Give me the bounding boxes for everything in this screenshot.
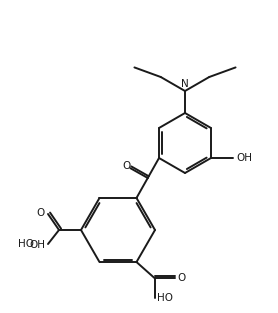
Text: O: O [123,161,131,171]
Text: OH: OH [236,153,252,163]
Text: N: N [181,79,189,89]
Text: OH: OH [29,240,45,250]
Text: O: O [177,273,186,283]
Text: HO: HO [158,293,173,303]
Text: O: O [37,208,45,218]
Text: HO: HO [18,239,34,249]
